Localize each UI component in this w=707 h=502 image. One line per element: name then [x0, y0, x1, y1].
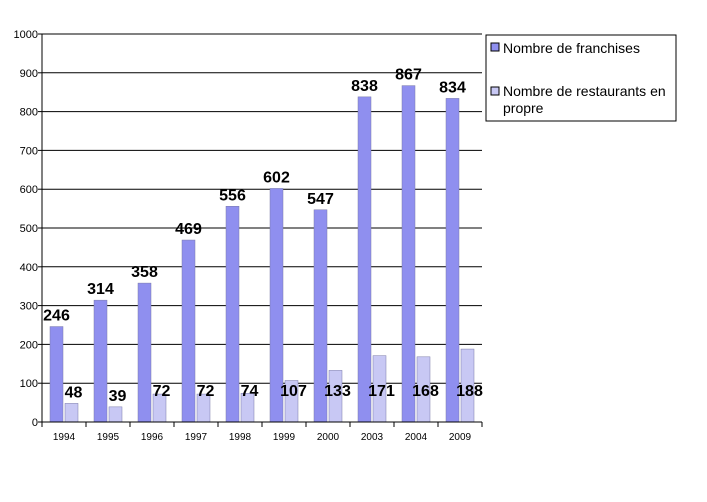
- x-tick-label: 1996: [141, 432, 164, 443]
- data-labels: 246 48 314 39 358 72 469 72 556 74 602 107 547 133 838…: [43, 67, 483, 405]
- gridlines: [42, 33, 482, 384]
- legend-label-restaurants: Nombre de restaurants en propre: [503, 83, 670, 116]
- axes: 0 100 200 300 400 500 600 700 800 900 1000 1994 1995…: [14, 29, 483, 443]
- x-tick-label: 1997: [185, 432, 208, 443]
- bar-franchises: [445, 98, 460, 423]
- data-label-franchises: 602: [263, 169, 290, 186]
- x-tick-label: 2009: [449, 432, 472, 443]
- legend-label-restaurants-line2: propre: [503, 100, 544, 116]
- bar-restaurants: [64, 403, 79, 423]
- y-tick-label: 100: [20, 378, 38, 390]
- x-tick-label: 2004: [405, 432, 428, 443]
- legend-label-franchises: Nombre de franchises: [503, 40, 640, 56]
- y-tick-label: 500: [20, 223, 38, 235]
- data-label-franchises: 867: [395, 67, 422, 84]
- x-tick-label: 2000: [317, 432, 340, 443]
- data-label-restaurants: 74: [241, 383, 259, 400]
- data-label-franchises: 547: [307, 191, 334, 208]
- bar-franchises: [49, 326, 64, 423]
- y-tick-label: 1000: [14, 29, 38, 41]
- data-label-restaurants: 171: [368, 383, 395, 400]
- data-label-franchises: 469: [175, 221, 202, 238]
- data-label-restaurants: 168: [412, 383, 439, 400]
- data-label-restaurants: 72: [153, 383, 171, 400]
- bars: [49, 85, 475, 423]
- y-tick-label: 300: [20, 301, 38, 313]
- data-label-restaurants: 72: [197, 383, 215, 400]
- bar-franchises: [225, 206, 240, 423]
- data-label-restaurants: 188: [456, 383, 483, 400]
- y-tick-label: 400: [20, 262, 38, 274]
- y-tick-label: 600: [20, 184, 38, 196]
- data-label-franchises: 314: [87, 281, 114, 298]
- y-tick-label: 900: [20, 68, 38, 80]
- data-label-restaurants: 39: [109, 388, 127, 405]
- bar-franchises: [401, 85, 416, 423]
- data-label-franchises: 834: [439, 79, 466, 96]
- y-tick-label: 800: [20, 107, 38, 119]
- data-label-franchises: 358: [131, 264, 158, 281]
- bar-franchises: [137, 282, 152, 423]
- x-tick-label: 1994: [53, 432, 76, 443]
- x-tick-label: 1995: [97, 432, 120, 443]
- data-label-franchises: 246: [43, 308, 70, 325]
- x-tick-label: 1999: [273, 432, 296, 443]
- data-label-restaurants: 48: [65, 384, 83, 401]
- data-label-restaurants: 107: [280, 383, 307, 400]
- legend: Nombre de franchises Nombre de restauran…: [485, 34, 677, 122]
- bar-franchises: [181, 239, 196, 423]
- bar-franchises: [93, 299, 108, 423]
- data-label-franchises: 838: [351, 78, 378, 95]
- bar-restaurants: [108, 406, 123, 423]
- legend-swatch-franchises: [490, 42, 500, 52]
- data-label-restaurants: 133: [324, 383, 351, 400]
- y-tick-label: 0: [32, 417, 38, 429]
- legend-label-restaurants-line1: Nombre de restaurants en: [503, 83, 666, 99]
- x-tick-label: 1998: [229, 432, 252, 443]
- data-label-franchises: 556: [219, 187, 246, 204]
- x-tick-label: 2003: [361, 432, 384, 443]
- bar-franchises: [357, 96, 372, 423]
- y-tick-label: 200: [20, 339, 38, 351]
- legend-swatch-restaurants: [490, 86, 500, 96]
- y-tick-label: 700: [20, 145, 38, 157]
- legend-box: [485, 34, 677, 122]
